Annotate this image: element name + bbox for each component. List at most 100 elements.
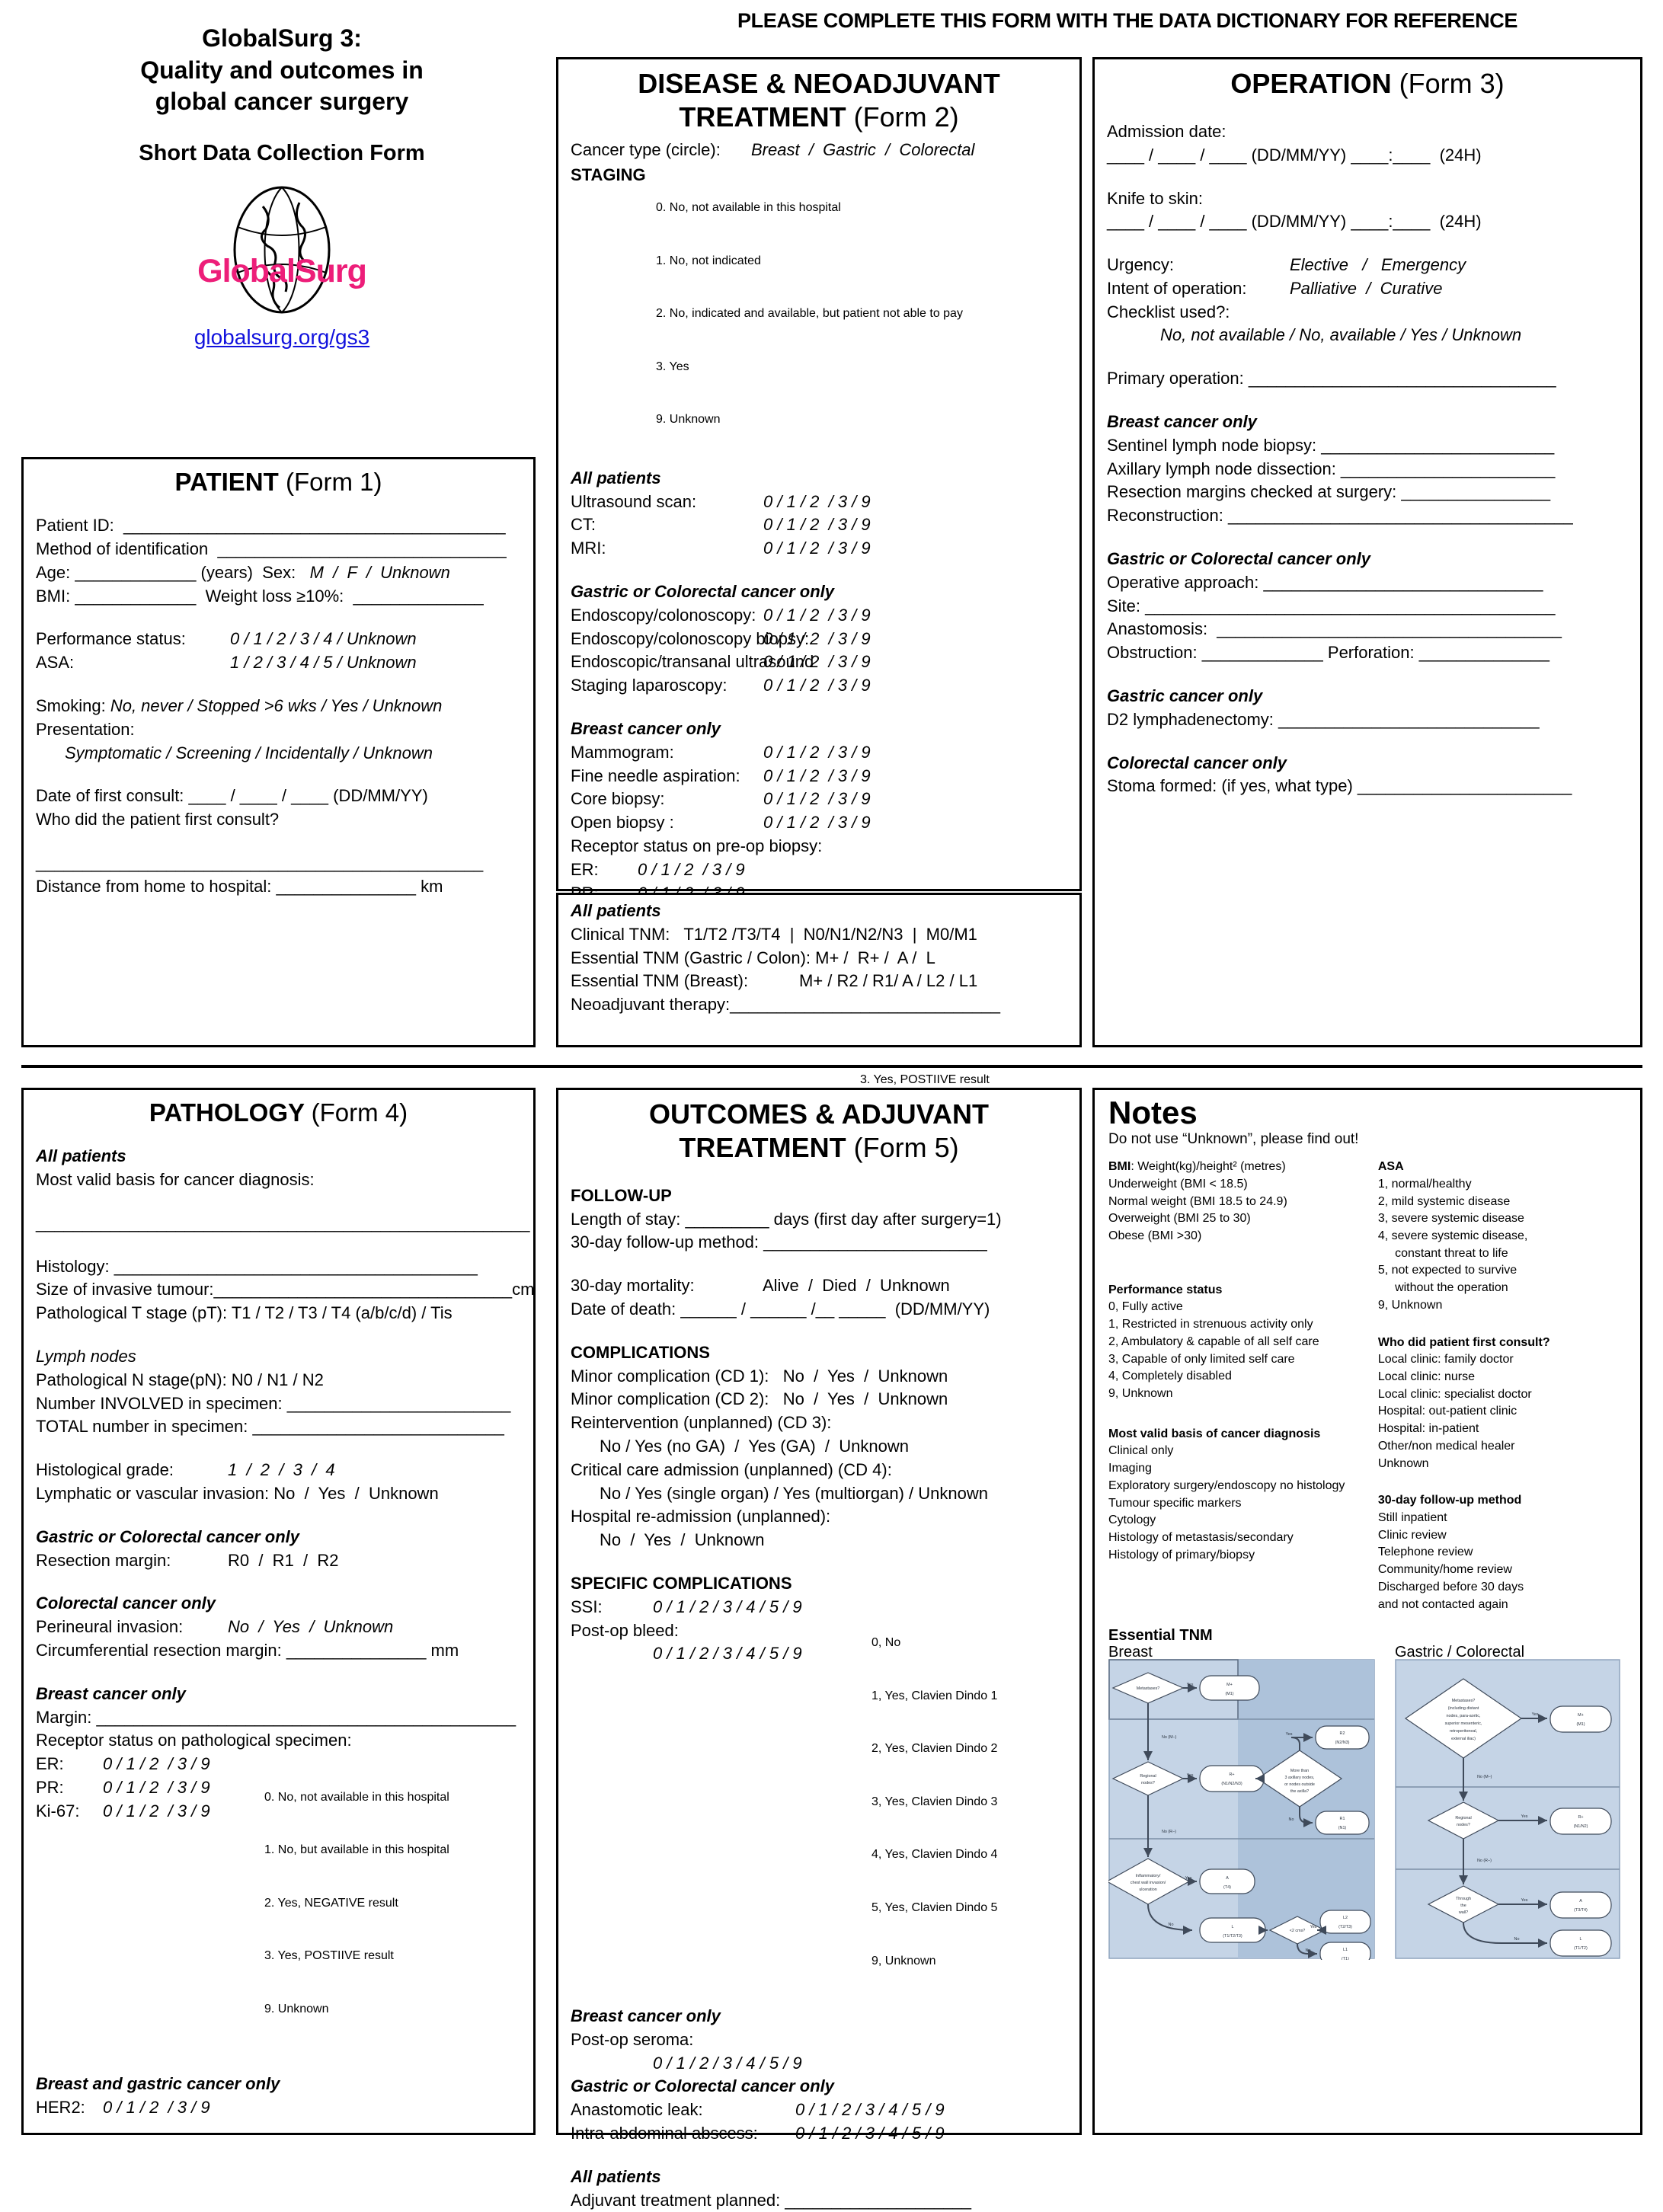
nodes-total-row[interactable]: TOTAL number in specimen: ______________… [36, 1417, 504, 1437]
svg-text:R+: R+ [1578, 1815, 1583, 1820]
adjuvant-treatment-row[interactable]: Adjuvant treatment planned: ____________… [571, 2190, 972, 2210]
patient-id-row[interactable]: Patient ID: ____________________________… [36, 516, 506, 535]
minor-complication-cd1-row[interactable]: Minor complication (CD 1): No / Yes / Un… [571, 1366, 948, 1386]
primary-operation-row[interactable]: Primary operation: _____________________… [1107, 369, 1556, 388]
crm-row[interactable]: Circumferential resection margin: ______… [36, 1641, 459, 1660]
who-first-consult-rule[interactable]: ________________________________________… [36, 853, 484, 873]
asa-row[interactable]: ASA: 1 / 2 / 3 / 4 / 5 / Unknown [36, 653, 417, 673]
mortality-row[interactable]: 30-day mortality: Alive / Died / Unknown [571, 1276, 950, 1296]
mri-row[interactable]: MRI: 0 / 1 / 2 / 3 / 9 [571, 539, 871, 558]
notes-title: Notes [1108, 1095, 1198, 1130]
essential-tnm-breast-row[interactable]: Essential TNM (Breast): M+ / R2 / R1/ A /… [571, 971, 978, 991]
critical-care-options[interactable]: No / Yes (single organ) / Yes (multiorga… [600, 1483, 988, 1503]
anastomotic-leak-row[interactable]: Anastomotic leak: 0 / 1 / 2 / 3 / 4 / 5 /… [571, 2100, 945, 2120]
intent-row[interactable]: Intent of operation: Palliative / Curativ… [1107, 278, 1443, 298]
clavien-dindo-code-list: 0, No 1, Yes, Clavien Dindo 1 2, Yes, Cl… [871, 1636, 998, 1967]
form4-pathology-box: PATHOLOGY (Form 4) All patients Most val… [21, 1088, 536, 2135]
valid-basis-rule[interactable]: ________________________________________… [36, 1213, 530, 1232]
pt-stage-row[interactable]: Pathological T stage (pT): T1 / T2 / T3 … [36, 1303, 453, 1323]
staging-laparoscopy-row[interactable]: Staging laparoscopy: 0 / 1 / 2 / 3 / 9 [571, 676, 871, 695]
minor-complication-cd2-row[interactable]: Minor complication (CD 2): No / Yes / Un… [571, 1389, 948, 1409]
tumour-size-row[interactable]: Size of invasive tumour:________________… [36, 1280, 535, 1299]
core-biopsy-row[interactable]: Core biopsy: 0 / 1 / 2 / 3 / 9 [571, 789, 871, 809]
neoadjuvant-therapy-row[interactable]: Neoadjuvant therapy:____________________… [571, 995, 1000, 1015]
open-biopsy-row[interactable]: Open biopsy :0 / 1 / 2 / 3 / 9 [571, 813, 871, 833]
resection-margin-row[interactable]: Resection margin: R0 / R1 / R2 [36, 1550, 339, 1570]
date-of-death-row[interactable]: Date of death: ______ / ______ /__ _____… [571, 1299, 990, 1319]
bmi-weightloss-row[interactable]: BMI: _____________ Weight loss ≥10%: ___… [36, 586, 484, 606]
post-op-bleed-options[interactable]: 0 / 1 / 2 / 3 / 4 / 5 / 9 [653, 1644, 802, 1664]
ct-row[interactable]: CT: 0 / 1 / 2 / 3 / 9 [571, 515, 871, 535]
breast-margin-row[interactable]: Margin: ________________________________… [36, 1707, 516, 1727]
intra-abdominal-abscess-row[interactable]: Intra-abdominal abscess: 0 / 1 / 2 / 3 / … [571, 2124, 945, 2143]
distance-row[interactable]: Distance from home to hospital: ________… [36, 876, 443, 896]
smoking-row[interactable]: Smoking: No, never / Stopped >6 wks / Ye… [36, 696, 443, 716]
nodes-involved-row[interactable]: Number INVOLVED in specimen: ___________… [36, 1393, 511, 1413]
cancer-type-row[interactable]: Cancer type (circle): Breast / Gastric / … [571, 139, 975, 159]
bmi-line-3: Overweight (BMI 25 to 30) [1108, 1212, 1251, 1226]
basis-line-4: Cytology [1108, 1514, 1156, 1527]
page-header-banner: PLEASE COMPLETE THIS FORM WITH THE DATA … [737, 9, 1517, 32]
histological-grade-row[interactable]: Histological grade: 1 / 2 / 3 / 4 [36, 1460, 335, 1480]
ultrasound-row[interactable]: Ultrasound scan: 0 / 1 / 2 / 3 / 9 [571, 491, 871, 511]
path-ki67-row[interactable]: Ki-67: 0 / 1 / 2 / 3 / 9 [36, 1801, 210, 1820]
readmission-options[interactable]: No / Yes / Unknown [600, 1530, 765, 1550]
checklist-used-options[interactable]: No, not available / No, available / Yes … [1160, 325, 1522, 345]
followup-method-row[interactable]: 30-day follow-up method: _______________… [571, 1232, 987, 1252]
obstruction-perforation-row[interactable]: Obstruction: _____________ Perforation: … [1107, 643, 1550, 663]
lvi-row[interactable]: Lymphatic or vascular invasion: No / Yes… [36, 1484, 439, 1504]
svg-text:the axilla?: the axilla? [1290, 1789, 1309, 1794]
urgency-row[interactable]: Urgency: Elective / Emergency [1107, 255, 1466, 275]
method-of-identification-row[interactable]: Method of identification _______________… [36, 539, 507, 559]
svg-text:retroperitoneal,: retroperitoneal, [1450, 1729, 1478, 1734]
age-sex-row[interactable]: Age: _____________ (years) Sex: M / F / … [36, 562, 450, 582]
form2-tnm-box: All patients Clinical TNM: T1/T2 /T3/T4 … [556, 893, 1082, 1047]
anastomosis-row[interactable]: Anastomosis: ___________________________… [1107, 619, 1562, 639]
form3-section-gastric-colorectal: Gastric or Colorectal cancer only [1107, 549, 1371, 569]
endoscopy-biopsy-row[interactable]: Endoscopy/colonoscopy biopsy: 0 / 1 / 2 /… [571, 628, 871, 648]
pn-stage-row[interactable]: Pathological N stage(pN): N0 / N1 / N2 [36, 1370, 324, 1389]
essential-tnm-gastric-colon-row[interactable]: Essential TNM (Gastric / Colon): M+ / R+… [571, 948, 935, 967]
reintervention-options[interactable]: No / Yes (no GA) / Yes (GA) / Unknown [600, 1436, 909, 1456]
ssi-row[interactable]: SSI: 0 / 1 / 2 / 3 / 4 / 5 / 9 [571, 1597, 802, 1616]
complications-heading: COMPLICATIONS [571, 1342, 710, 1362]
asa-line-7: 9, Unknown [1377, 1298, 1443, 1312]
consult-line-6: Unknown [1377, 1456, 1429, 1470]
post-op-seroma-options[interactable]: 0 / 1 / 2 / 3 / 4 / 5 / 9 [653, 2053, 802, 2073]
histology-row[interactable]: Histology: _____________________________… [36, 1256, 478, 1276]
asa-line-4: constant threat to life [1377, 1246, 1508, 1260]
mammogram-row[interactable]: Mammogram: 0 / 1 / 2 / 3 / 9 [571, 742, 871, 762]
operative-approach-row[interactable]: Operative approach: ____________________… [1107, 572, 1543, 592]
globalsurg-link[interactable]: globalsurg.org/gs3 [193, 324, 370, 349]
d2-lymphadenectomy-row[interactable]: D2 lymphadenectomy: ____________________… [1107, 709, 1540, 729]
admission-date-rule[interactable]: ____ / ____ / ____ (DD/MM/YY) ____:____ … [1107, 145, 1482, 165]
length-of-stay-row[interactable]: Length of stay: _________ days (first da… [571, 1209, 1002, 1229]
basis-line-1: Imaging [1108, 1462, 1152, 1475]
svg-text:M+: M+ [1226, 1683, 1233, 1687]
path-pr-row[interactable]: PR: 0 / 1 / 2 / 3 / 9 [36, 1777, 210, 1797]
site-row[interactable]: Site: __________________________________… [1107, 596, 1556, 615]
performance-status-row[interactable]: Performance status: 0 / 1 / 2 / 3 / 4 / U… [36, 629, 417, 649]
svg-text:R+: R+ [1229, 1772, 1234, 1777]
date-first-consult-row[interactable]: Date of first consult: ____ / ____ / ___… [36, 786, 428, 806]
followup-line-2: Telephone review [1377, 1546, 1473, 1559]
er-row[interactable]: ER: 0 / 1 / 2 / 3 / 9 [571, 859, 745, 879]
resection-margins-row[interactable]: Resection margins checked at surgery: __… [1107, 482, 1551, 502]
axillary-dissection-row[interactable]: Axillary lymph node dissection: ________… [1107, 459, 1556, 478]
reconstruction-row[interactable]: Reconstruction: ________________________… [1107, 506, 1573, 526]
path-er-row[interactable]: ER: 0 / 1 / 2 / 3 / 9 [36, 1754, 210, 1774]
fna-row[interactable]: Fine needle aspiration: 0 / 1 / 2 / 3 / 9 [571, 766, 871, 785]
endoscopic-ultrasound-row[interactable]: Endoscopic/transanal ultrasound 0 / 1 / 2… [571, 652, 871, 672]
svg-text:(T3/T4): (T3/T4) [1574, 1908, 1588, 1913]
endoscopy-row[interactable]: Endoscopy/colonoscopy: 0 / 1 / 2 / 3 / 9 [571, 605, 871, 625]
path-her2-row[interactable]: HER2: 0 / 1 / 2 / 3 / 9 [36, 2098, 210, 2118]
asa-line-1: 2, mild systemic disease [1377, 1194, 1511, 1208]
clinical-tnm-row[interactable]: Clinical TNM: T1/T2 /T3/T4 | N0/N1/N2/N3… [571, 924, 977, 944]
perineural-invasion-row[interactable]: Perineural invasion: No / Yes / Unknown [36, 1617, 394, 1637]
stoma-formed-row[interactable]: Stoma formed: (if yes, what type) ______… [1107, 776, 1572, 796]
presentation-options[interactable]: Symptomatic / Screening / Incidentally /… [65, 743, 433, 762]
sentinel-node-row[interactable]: Sentinel lymph node biopsy: ____________… [1107, 435, 1555, 455]
title-block: GlobalSurg 3: Quality and outcomes in gl… [23, 23, 541, 350]
knife-to-skin-rule[interactable]: ____ / ____ / ____ (DD/MM/YY) ____:____ … [1107, 212, 1482, 232]
svg-text:Regional: Regional [1455, 1816, 1471, 1820]
